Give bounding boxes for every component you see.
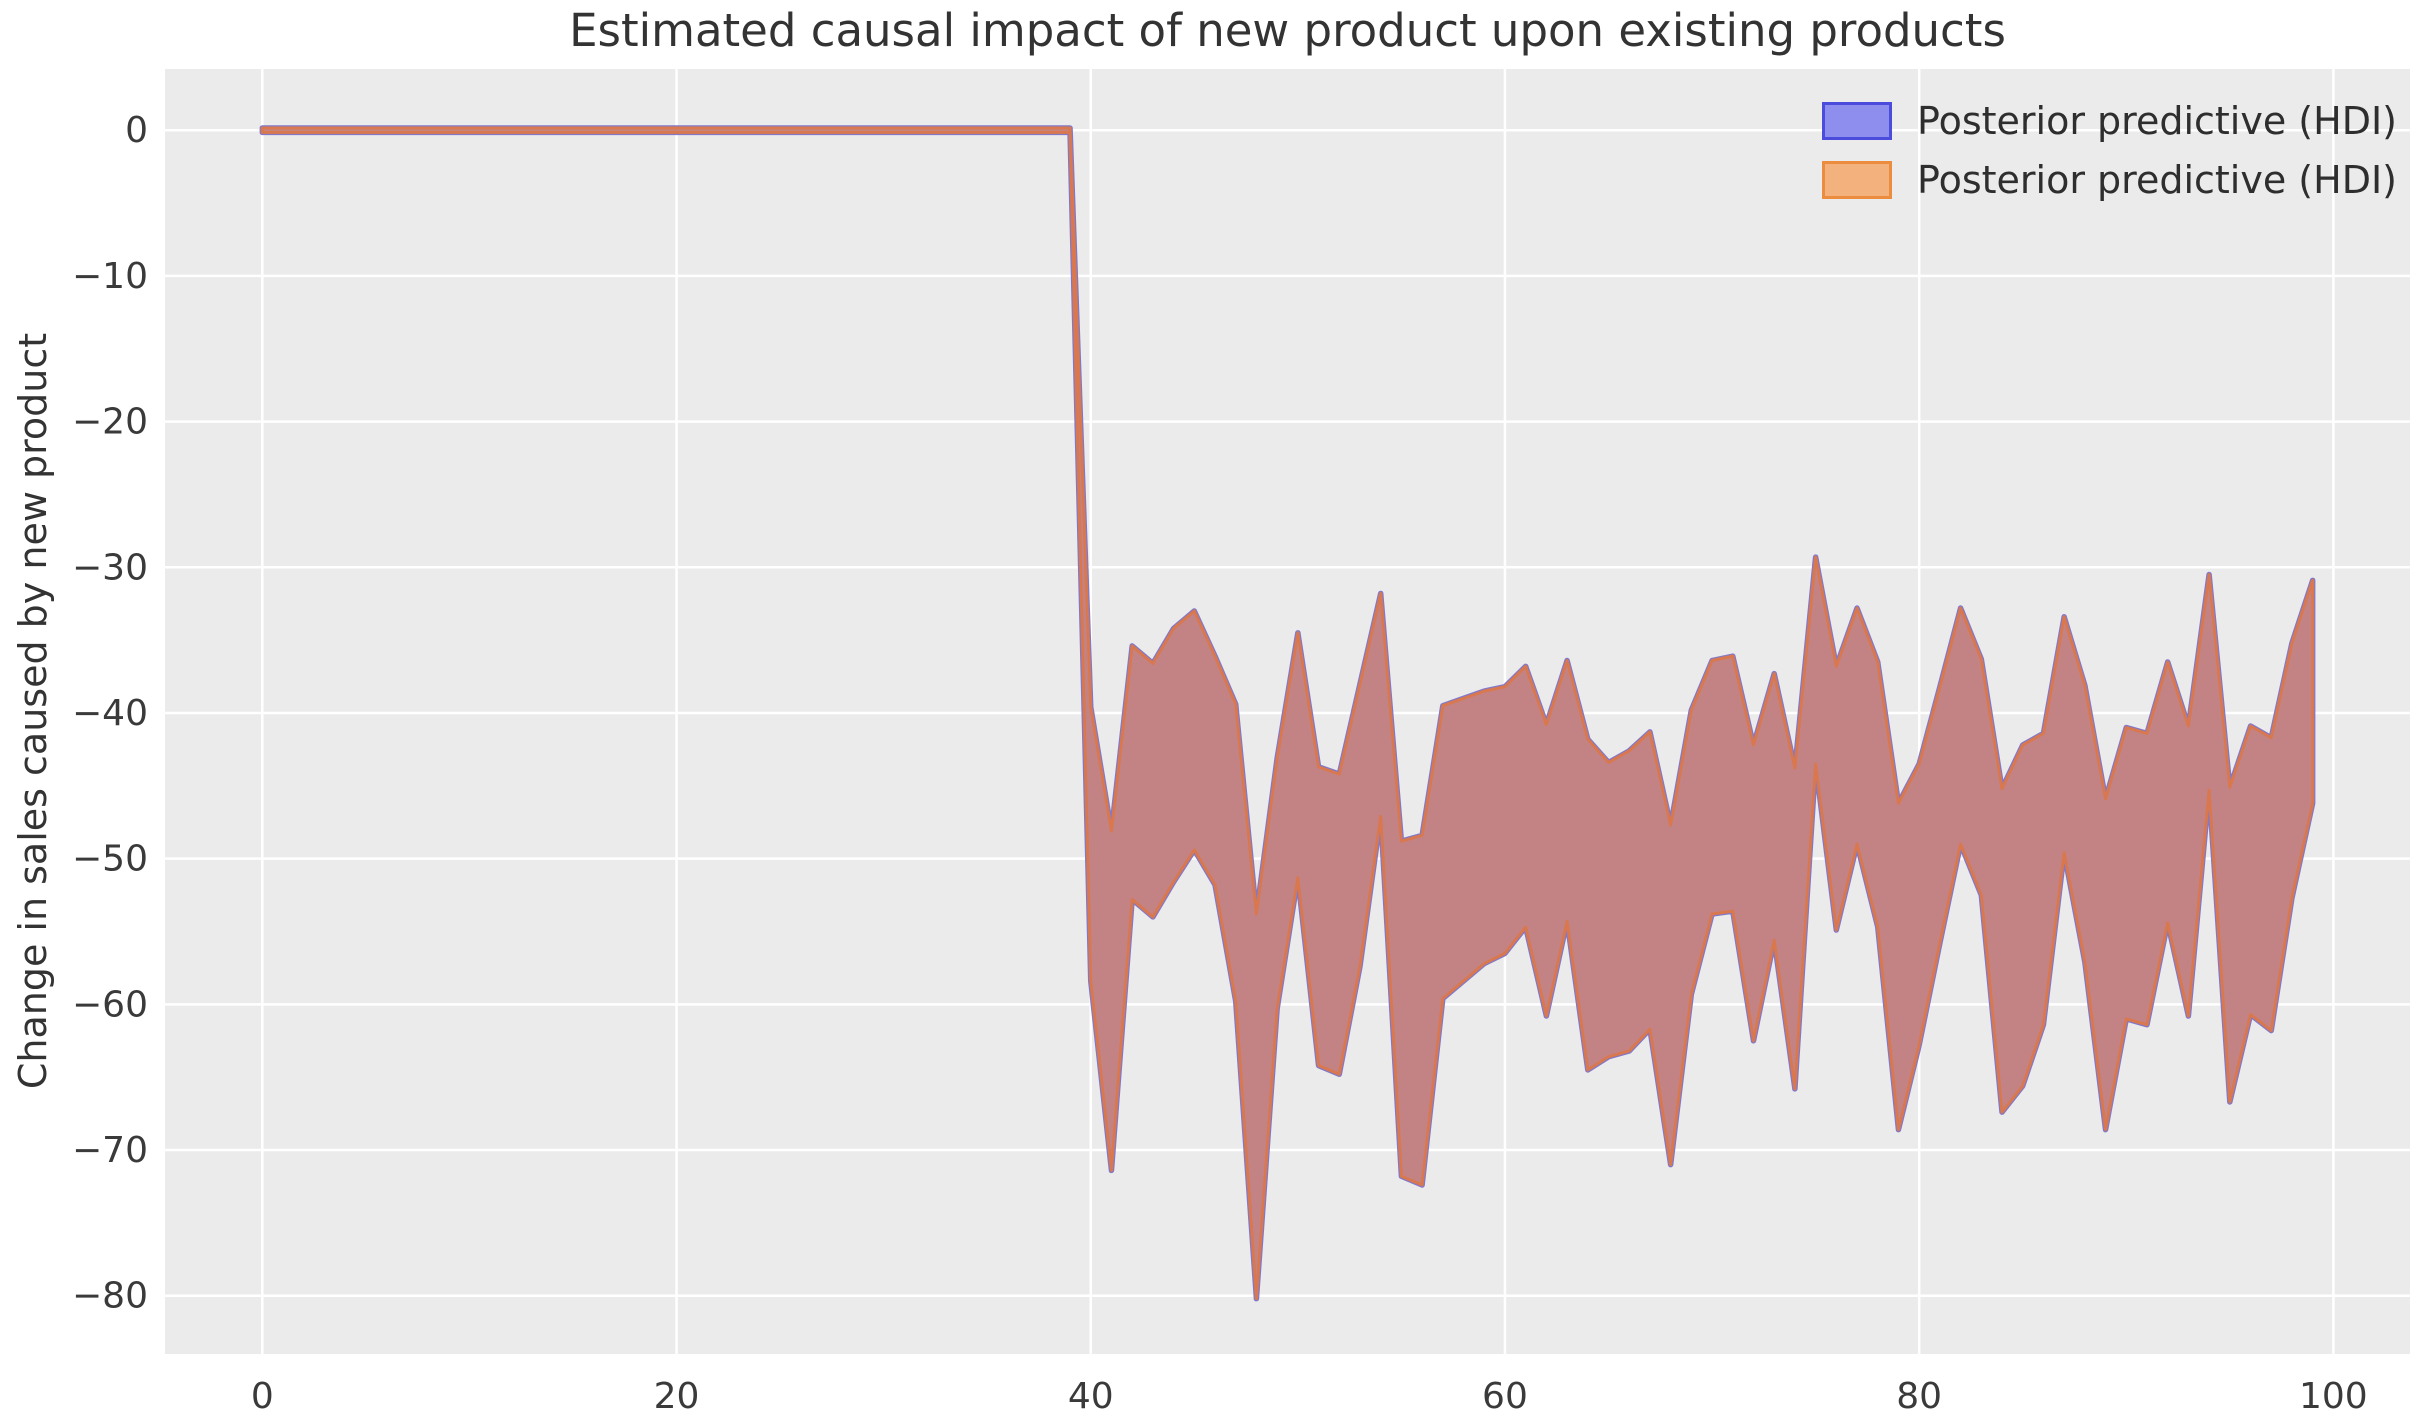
legend-swatch-blue <box>1822 102 1893 140</box>
y-tick-label: −10 <box>72 256 148 297</box>
x-tick-label: 100 <box>2299 1376 2368 1417</box>
y-tick-label: −50 <box>72 839 148 880</box>
chart-title: Estimated causal impact of new product u… <box>569 4 2006 57</box>
y-tick-label: 0 <box>125 110 148 151</box>
y-tick-label: −80 <box>72 1276 148 1317</box>
y-tick-label: −20 <box>72 402 148 443</box>
legend-item-orange-hdi: Posterior predictive (HDI) <box>1822 158 2397 202</box>
y-tick-label: −30 <box>72 547 148 588</box>
posterior-hdi-band <box>260 126 2315 1301</box>
y-tick-label: −60 <box>72 984 148 1025</box>
legend-item-blue-hdi: Posterior predictive (HDI) <box>1822 99 2397 143</box>
x-tick-label: 0 <box>251 1376 274 1417</box>
x-tick-label: 80 <box>1896 1376 1942 1417</box>
x-tick-label: 40 <box>1068 1376 1114 1417</box>
legend-label-orange: Posterior predictive (HDI) <box>1917 158 2397 202</box>
legend-label-blue: Posterior predictive (HDI) <box>1917 99 2397 143</box>
legend: Posterior predictive (HDI) Posterior pre… <box>1822 99 2397 202</box>
y-tick-label: −40 <box>72 693 148 734</box>
legend-swatch-orange <box>1822 161 1893 199</box>
y-tick-label: −70 <box>72 1130 148 1171</box>
x-tick-label: 60 <box>1482 1376 1528 1417</box>
x-tick-label: 20 <box>654 1376 700 1417</box>
y-axis-label: Change in sales caused by new product <box>11 332 55 1090</box>
